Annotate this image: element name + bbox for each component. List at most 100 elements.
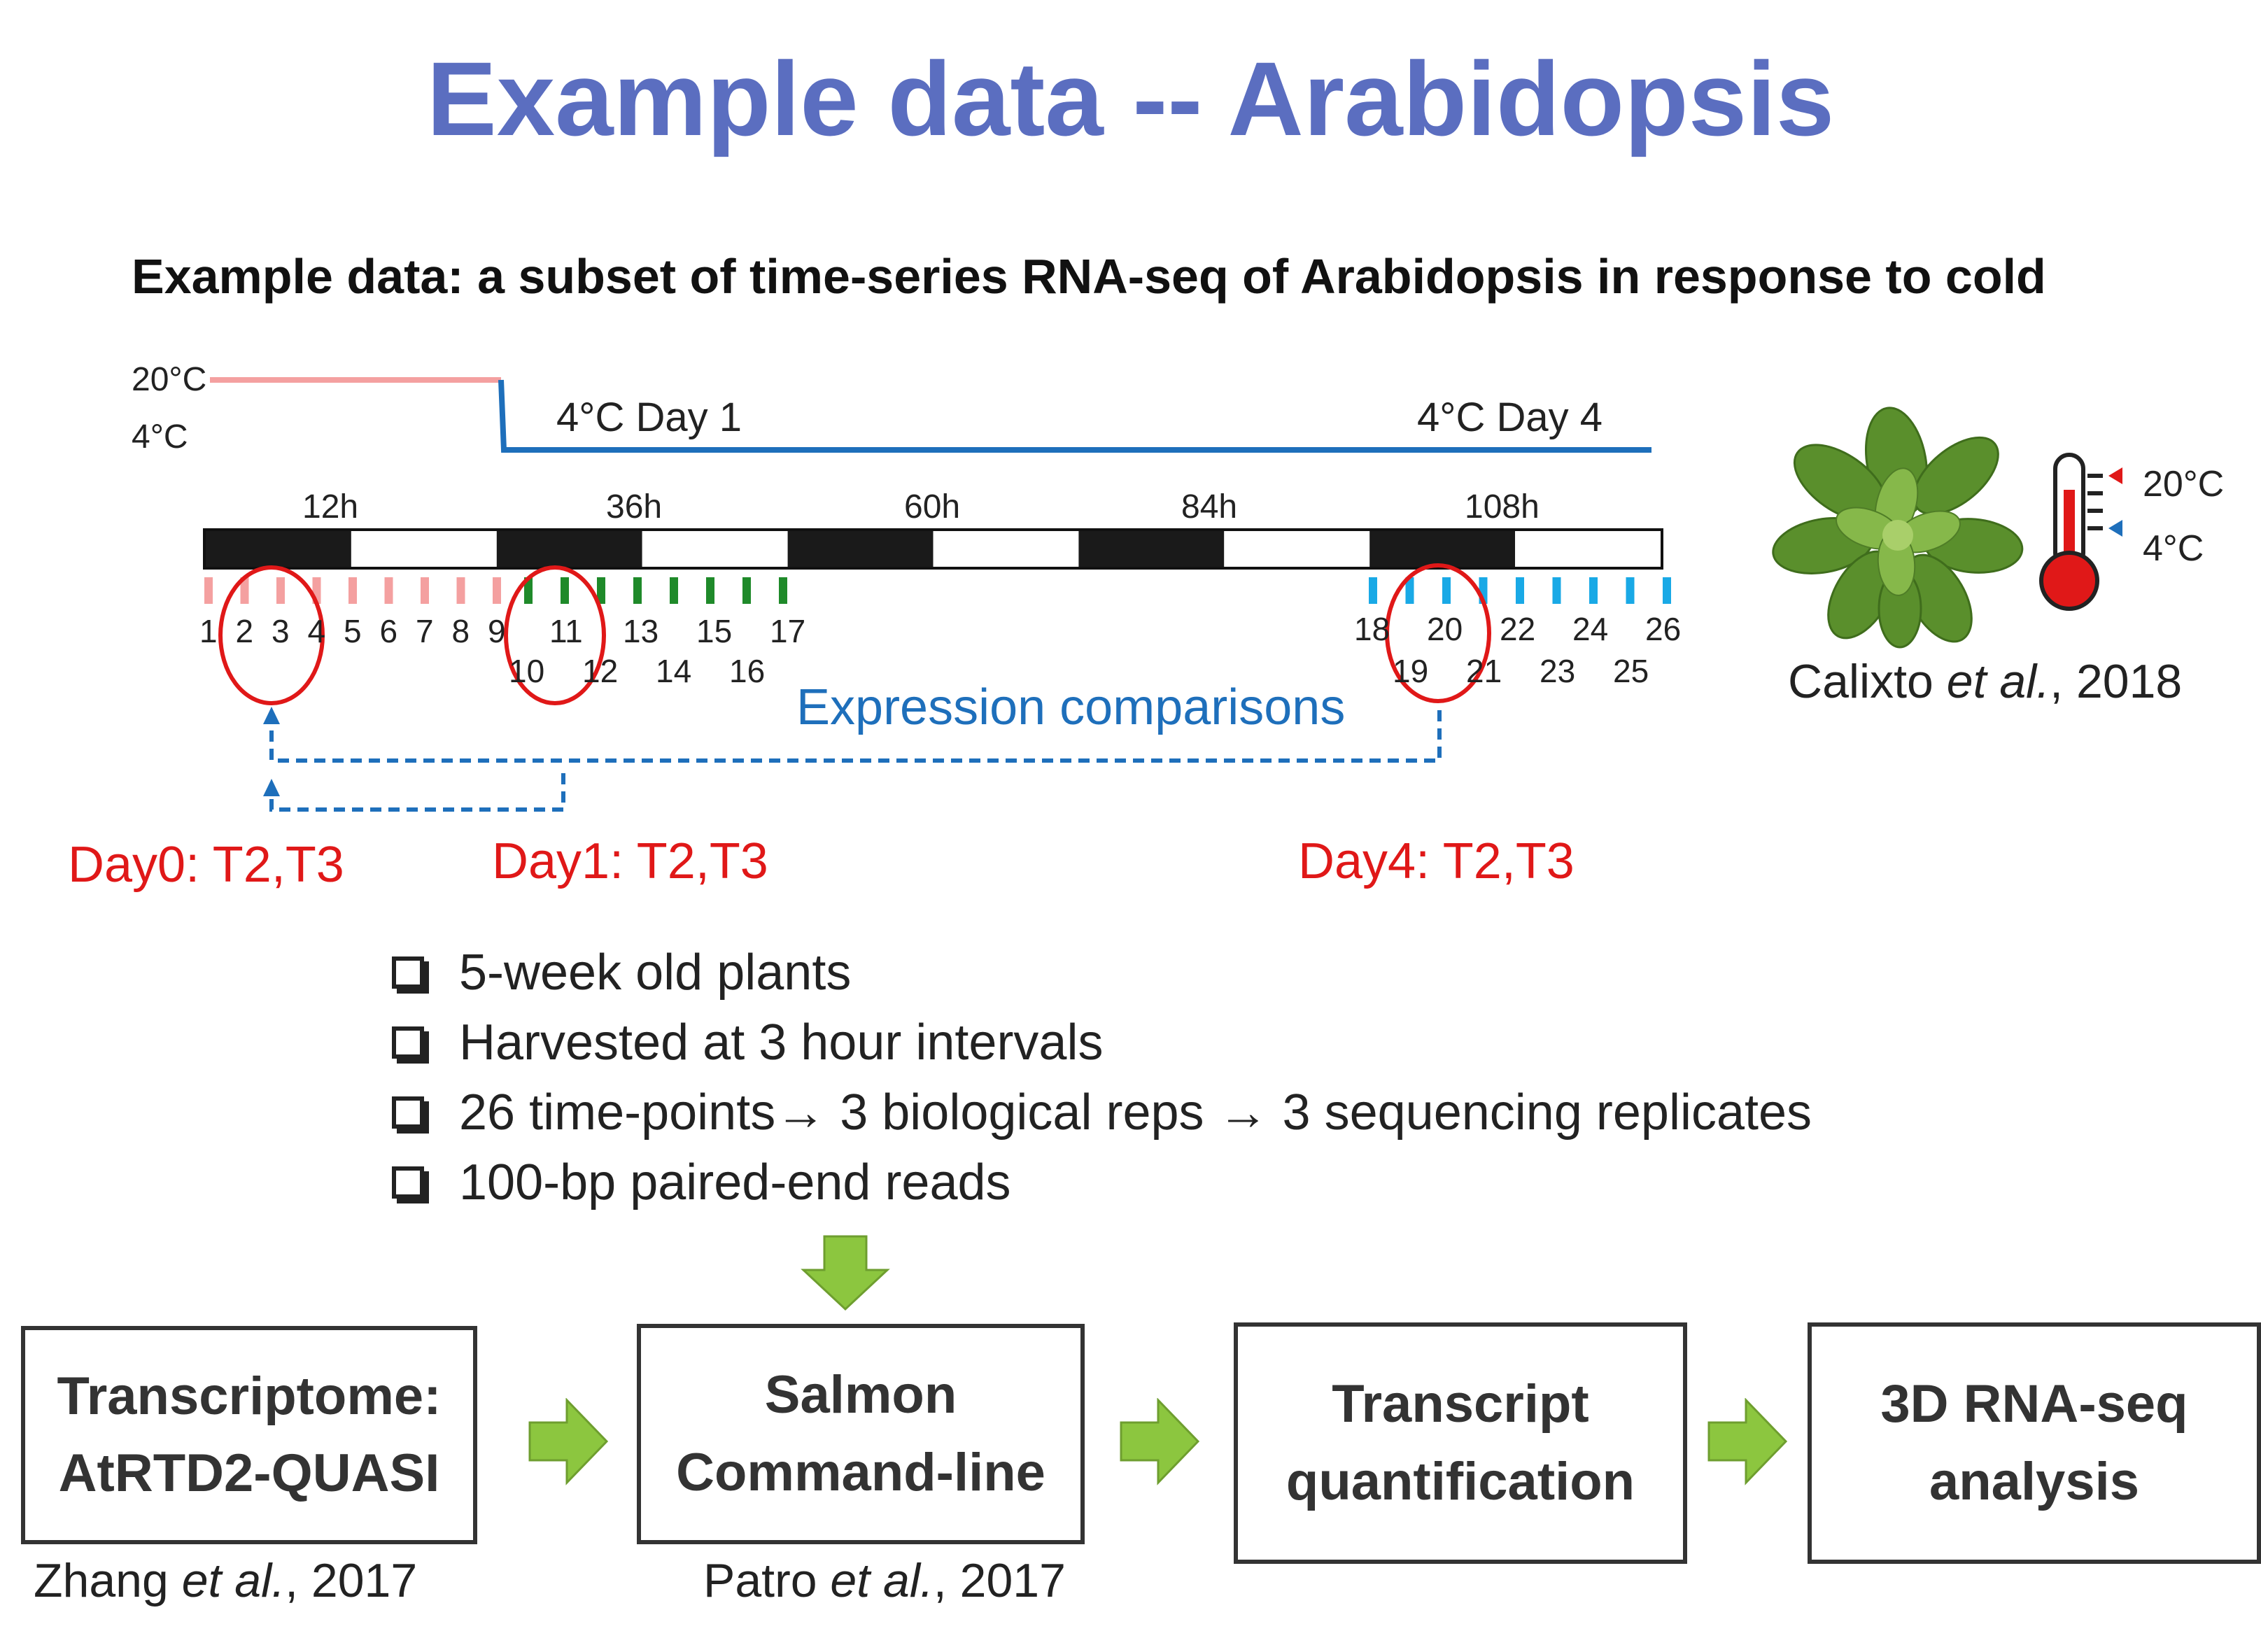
tick-label: 24 (1572, 611, 1609, 647)
highlight-circle-day0 (218, 565, 325, 705)
tick-label: 26 (1645, 611, 1682, 647)
timeline-segment-light (642, 531, 788, 567)
right-arrow-icon (528, 1398, 609, 1485)
highlight-circle-day4 (1385, 563, 1491, 703)
page-title: Example data -- Arabidopsis (426, 40, 1835, 157)
timeline-segment-light (351, 531, 497, 567)
hour-label-108h: 108h (1465, 488, 1540, 525)
sample-tick-marks (204, 577, 1671, 604)
timeline-segment-dark (496, 531, 642, 567)
pipeline-box-3d-rnaseq: 3D RNA-seq analysis (1808, 1322, 2261, 1564)
timeline-segment-dark (1078, 531, 1225, 567)
sample-tick (742, 577, 751, 604)
temp-line-4c (498, 379, 1651, 453)
sample-tick (1369, 577, 1377, 604)
tick-label: 23 (1540, 653, 1576, 689)
tick-label: 16 (729, 653, 766, 689)
sample-tick (633, 577, 642, 604)
bullet-item: 26 time-points→ 3 biological reps → 3 se… (392, 1078, 1812, 1148)
sample-tick (779, 577, 787, 604)
tick-label: 2 (235, 613, 254, 649)
timeline-segment-dark (206, 531, 351, 567)
tick-label: 5 (344, 613, 362, 649)
pipeline-box-quantification: Transcript quantification (1234, 1322, 1687, 1564)
sample-tick (1589, 577, 1598, 604)
sample-tick (597, 577, 605, 604)
tick-label: 13 (623, 613, 659, 649)
tick-label: 4 (307, 613, 326, 649)
tick-label: 7 (416, 613, 434, 649)
day4-comparison-label: Day4: T2,T3 (1298, 833, 1575, 889)
checkbox-icon (392, 1026, 424, 1059)
patro-citation: Patro et al., 2017 (703, 1554, 1066, 1607)
sample-tick (456, 577, 465, 604)
tick-label: 8 (451, 613, 470, 649)
checkbox-icon (392, 1166, 424, 1199)
tick-label: 10 (509, 653, 545, 689)
pipeline-box-salmon: Salmon Command-line (637, 1324, 1085, 1544)
sample-tick (493, 577, 501, 604)
tick-label: 15 (696, 613, 733, 649)
pipeline-box-transcriptome: Transcriptome: AtRTD2-QUASI (21, 1326, 477, 1544)
hour-label-60h: 60h (904, 488, 961, 525)
timeline-bar-segments (206, 531, 1661, 567)
down-arrow-icon (801, 1235, 890, 1311)
comparison-arrowhead-bottom (263, 779, 280, 796)
day1-label: 4°C Day 1 (556, 395, 742, 440)
comparison-line-day1 (269, 773, 565, 812)
day4-label: 4°C Day 4 (1417, 395, 1603, 440)
sample-tick (1516, 577, 1524, 604)
subtitle: Example data: a subset of time-series RN… (132, 249, 2046, 304)
tick-label: 12 (582, 653, 619, 689)
calixto-citation: Calixto et al., 2018 (1788, 655, 2183, 708)
hour-label-36h: 36h (606, 488, 663, 525)
right-arrow-icon (1707, 1398, 1788, 1485)
day0-comparison-label: Day0: T2,T3 (68, 837, 344, 893)
timeline-segment-light (933, 531, 1079, 567)
tick-label: 9 (488, 613, 506, 649)
checkbox-icon (392, 1096, 424, 1129)
tick-label: 25 (1613, 653, 1649, 689)
tick-label: 22 (1500, 611, 1536, 647)
bullet-item: Harvested at 3 hour intervals (392, 1008, 1812, 1078)
sample-tick (706, 577, 714, 604)
sample-tick (1626, 577, 1635, 604)
sample-tick (348, 577, 357, 604)
thermo-low-label: 4°C (2143, 528, 2204, 569)
timeline-segment-light (1224, 531, 1370, 567)
bullet-item: 100-bp paired-end reads (392, 1148, 1812, 1217)
tick-label: 6 (379, 613, 398, 649)
sample-tick (561, 577, 569, 604)
plant-rosette-icon (1772, 407, 2024, 649)
timeline-segment-dark (1369, 531, 1516, 567)
comparison-line-day4 (269, 710, 1442, 763)
tick-label: 18 (1354, 611, 1390, 647)
sample-tick (240, 577, 249, 604)
sample-tick (670, 577, 678, 604)
comparison-arrowhead-top (263, 707, 280, 724)
tick-label: 11 (549, 613, 583, 649)
thermo-high-label: 20°C (2143, 464, 2225, 504)
highlight-circle-day1 (504, 565, 606, 705)
tick-label: 17 (770, 613, 806, 649)
sample-tick (384, 577, 393, 604)
hour-label-12h: 12h (302, 488, 359, 525)
hour-label-84h: 84h (1181, 488, 1238, 525)
tick-label: 21 (1466, 653, 1502, 689)
day1-comparison-label: Day1: T2,T3 (492, 833, 768, 889)
tick-label: 1 (199, 613, 218, 649)
tick-label: 3 (272, 613, 290, 649)
sample-tick (276, 577, 285, 604)
tick-label: 14 (656, 653, 692, 689)
timeline-segment-dark (787, 531, 934, 567)
thermometer-icon (2039, 453, 2122, 611)
sample-tick (1552, 577, 1561, 604)
tick-label: 19 (1393, 653, 1429, 689)
timeline-segment-light (1515, 531, 1661, 567)
tick-label: 20 (1427, 611, 1463, 647)
sample-tick (524, 577, 533, 604)
comparison-lines (269, 710, 1442, 812)
sample-tick (421, 577, 429, 604)
expression-comparisons-label: Expression comparisons (796, 679, 1346, 735)
bullet-list: 5-week old plants Harvested at 3 hour in… (392, 938, 1812, 1217)
